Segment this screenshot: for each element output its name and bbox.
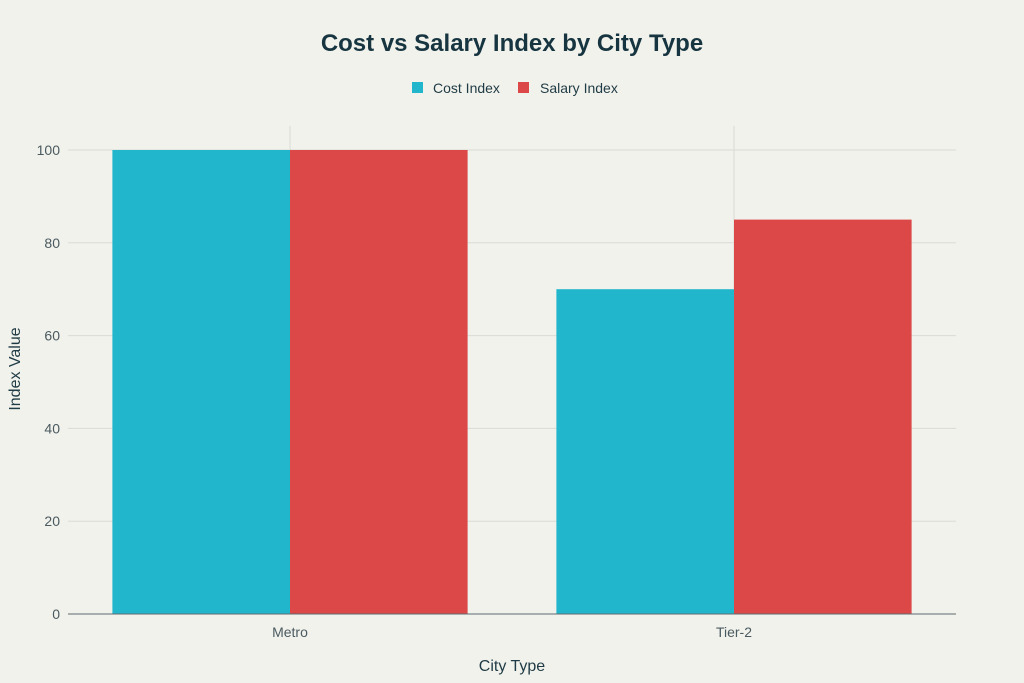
y-tick-label: 40 (44, 420, 60, 436)
x-axis-title: City Type (479, 658, 546, 675)
y-axis-title: Index Value (7, 327, 24, 410)
legend: Cost Index Salary Index (412, 80, 618, 96)
y-tick-label: 100 (37, 142, 61, 158)
bar-cost-index-tier-2 (556, 289, 734, 614)
chart-title: Cost vs Salary Index by City Type (321, 30, 703, 57)
x-tick-label: Metro (272, 624, 308, 640)
legend-swatch-salary (518, 82, 529, 93)
legend-label-cost: Cost Index (433, 80, 500, 96)
legend-label-salary: Salary Index (540, 80, 618, 96)
bars (112, 150, 912, 614)
bar-cost-index-metro (112, 150, 291, 614)
bar-salary-index-metro (290, 150, 468, 614)
y-tick-label: 20 (44, 513, 60, 529)
y-tick-label: 60 (44, 328, 60, 344)
x-tick-label: Tier-2 (716, 624, 752, 640)
tick-labels: 0 20 40 60 80 100 Metro Tier-2 (37, 142, 753, 640)
y-tick-label: 80 (44, 235, 60, 251)
bar-salary-index-tier-2 (734, 219, 912, 614)
y-tick-label: 0 (52, 606, 60, 622)
legend-swatch-cost (412, 82, 423, 93)
